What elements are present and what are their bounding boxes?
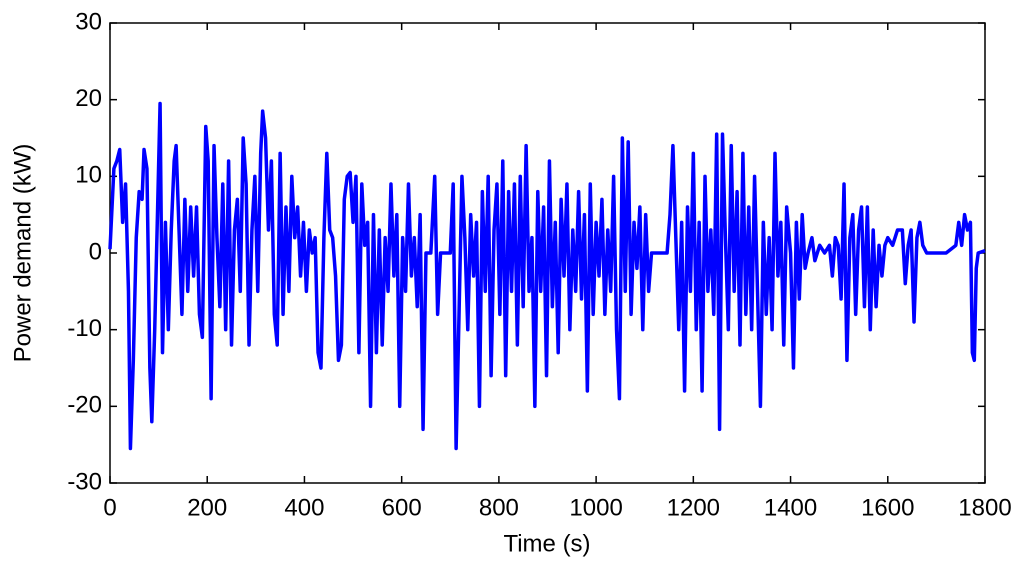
x-axis-label: Time (s) (503, 530, 590, 557)
x-tick-label: 1200 (667, 494, 720, 521)
y-tick-label: 0 (89, 238, 102, 265)
y-tick-label: 10 (75, 162, 102, 189)
x-tick-label: 200 (187, 494, 227, 521)
x-tick-label: 600 (382, 494, 422, 521)
x-tick-label: 400 (284, 494, 324, 521)
y-tick-label: -10 (67, 315, 102, 342)
x-tick-label: 1400 (764, 494, 817, 521)
x-tick-label: 800 (479, 494, 519, 521)
x-tick-label: 1600 (861, 494, 914, 521)
y-tick-label: 30 (75, 8, 102, 35)
data-line (108, 101, 986, 451)
x-tick-label: 1000 (569, 494, 622, 521)
y-tick-label: 20 (75, 85, 102, 112)
x-tick-label: 1800 (958, 494, 1011, 521)
y-tick-label: -20 (67, 392, 102, 419)
y-axis-label: Power demand (kW) (9, 144, 36, 363)
x-tick-label: 0 (103, 494, 116, 521)
y-tick-label: -30 (67, 468, 102, 495)
